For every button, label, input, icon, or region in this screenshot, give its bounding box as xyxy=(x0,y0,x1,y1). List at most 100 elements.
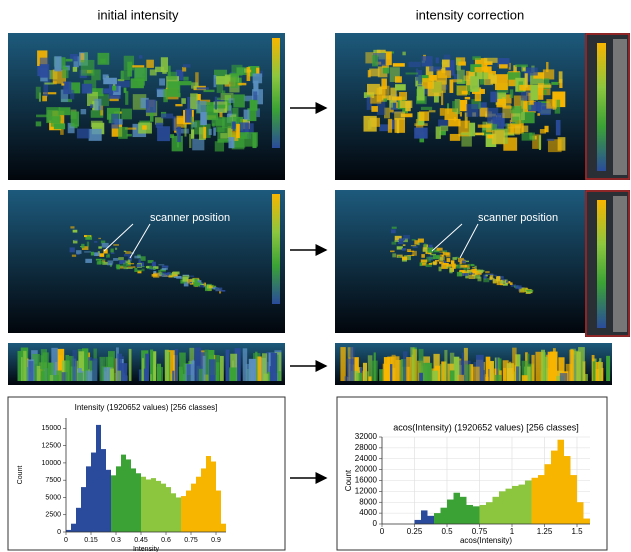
point-cluster xyxy=(438,119,448,126)
point-cluster xyxy=(452,257,456,260)
histogram-bar xyxy=(499,491,506,524)
point-cluster xyxy=(510,106,521,113)
point-cluster xyxy=(599,358,601,381)
point-cluster xyxy=(477,277,481,282)
point-cluster xyxy=(175,349,178,381)
point-cluster xyxy=(71,112,79,127)
point-cluster xyxy=(28,361,33,381)
point-cluster xyxy=(121,109,132,120)
point-cluster xyxy=(392,253,396,257)
point-cluster xyxy=(128,263,134,264)
point-cluster xyxy=(222,117,232,128)
point-cluster xyxy=(395,76,402,82)
point-cluster xyxy=(606,356,610,381)
point-cluster xyxy=(226,350,230,381)
point-cluster xyxy=(134,256,140,259)
point-cluster xyxy=(61,83,64,85)
histogram-bar xyxy=(480,505,487,524)
point-cluster xyxy=(200,112,207,125)
point-cluster xyxy=(457,272,462,277)
point-cluster xyxy=(495,74,508,90)
point-cluster xyxy=(220,133,227,139)
point-cluster xyxy=(463,271,468,273)
point-cluster xyxy=(244,110,250,120)
point-cluster xyxy=(475,273,482,275)
point-cluster xyxy=(153,351,156,381)
histogram-bar xyxy=(206,456,211,532)
point-cluster xyxy=(569,350,574,381)
point-cluster xyxy=(469,123,475,137)
point-cluster xyxy=(163,89,167,102)
point-cluster xyxy=(491,124,497,131)
point-cluster xyxy=(215,288,222,292)
point-cluster xyxy=(416,68,418,80)
point-cluster xyxy=(153,273,159,278)
y-tick-label: 5000 xyxy=(45,494,61,501)
point-cluster xyxy=(72,255,76,257)
point-cluster xyxy=(165,350,169,381)
point-cluster xyxy=(162,268,167,270)
point-cluster xyxy=(74,239,77,241)
y-tick-label: 8000 xyxy=(359,497,377,506)
histogram-bar xyxy=(171,493,176,532)
point-cluster xyxy=(222,90,225,94)
point-cluster xyxy=(183,64,190,67)
point-cluster xyxy=(46,107,60,123)
point-cluster xyxy=(182,67,186,72)
point-cluster xyxy=(110,249,113,253)
point-cluster xyxy=(523,68,525,71)
point-cluster xyxy=(181,98,186,104)
histogram-bar xyxy=(558,440,565,524)
point-cluster xyxy=(229,367,236,381)
point-cluster xyxy=(531,355,534,381)
point-cluster xyxy=(113,244,119,245)
point-cluster xyxy=(439,267,442,272)
x-tick-label: 0.25 xyxy=(407,527,423,536)
point-cluster xyxy=(440,126,448,131)
point-cluster xyxy=(217,98,221,100)
point-cluster xyxy=(124,56,134,71)
point-cluster xyxy=(485,271,489,273)
point-cluster xyxy=(510,282,513,285)
x-tick-label: 1 xyxy=(510,527,515,536)
histogram-bar xyxy=(176,497,181,532)
point-cluster xyxy=(50,375,53,381)
point-cluster xyxy=(414,128,427,139)
point-cluster xyxy=(209,129,212,135)
point-cluster xyxy=(487,108,498,124)
point-cluster xyxy=(396,102,398,108)
histogram-bar xyxy=(181,496,186,532)
point-cluster xyxy=(475,133,484,136)
point-cluster xyxy=(559,71,563,83)
histogram-bar xyxy=(467,505,474,524)
point-cluster xyxy=(102,243,109,248)
y-axis-label: Count xyxy=(344,469,353,491)
point-cluster xyxy=(457,375,464,381)
y-tick-label: 20000 xyxy=(355,465,378,474)
histogram-bar xyxy=(486,502,493,524)
histogram-bar xyxy=(532,478,539,524)
point-cluster xyxy=(510,89,513,98)
point-cluster xyxy=(85,371,93,381)
point-cluster xyxy=(40,64,50,77)
point-cluster xyxy=(111,114,119,129)
point-cluster xyxy=(363,116,376,132)
point-cluster xyxy=(485,377,489,381)
point-cluster xyxy=(391,229,396,233)
point-cluster xyxy=(402,52,405,56)
point-cluster xyxy=(435,260,439,262)
point-cluster xyxy=(403,244,406,246)
point-cluster xyxy=(213,128,216,136)
point-cluster xyxy=(439,262,442,263)
histogram-bar xyxy=(454,493,461,524)
point-cluster xyxy=(153,268,155,270)
point-cluster xyxy=(438,70,451,78)
point-cluster xyxy=(243,348,248,381)
histogram-bar xyxy=(191,484,196,532)
point-cluster xyxy=(478,125,492,128)
point-cluster xyxy=(394,240,398,242)
x-axis-label: Intensity xyxy=(133,546,160,552)
point-cluster xyxy=(89,129,102,141)
point-cluster xyxy=(209,359,216,381)
point-cluster xyxy=(369,69,379,77)
